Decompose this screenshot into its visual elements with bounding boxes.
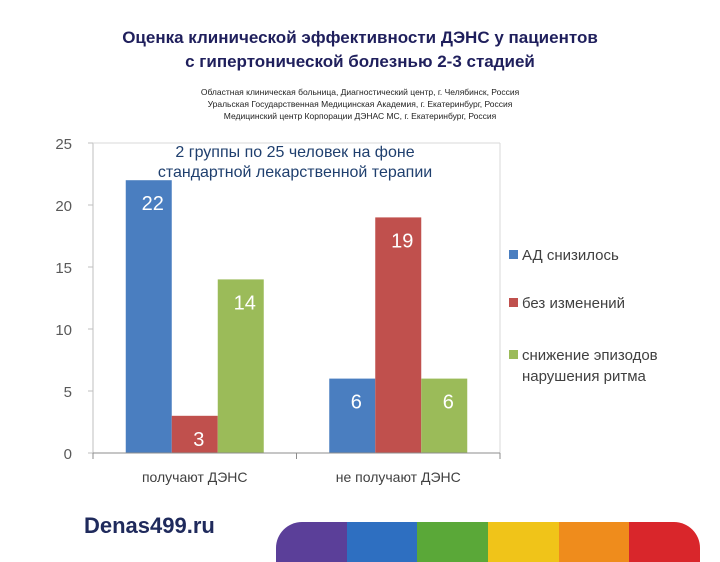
chart-title-line: стандартной лекарственной терапии: [158, 164, 432, 181]
bar: [329, 378, 376, 453]
bar: [421, 378, 468, 453]
x-tick-label: не получают ДЭНС: [336, 469, 461, 485]
stripe-segment: [346, 522, 418, 562]
data-label: 6: [351, 392, 362, 414]
legend-swatch: [509, 250, 518, 259]
data-label: 6: [443, 392, 454, 414]
bar: [217, 279, 264, 453]
affiliation-3: Медицинский центр Корпорации ДЭНАС МС, г…: [223, 111, 497, 121]
stripe-segment: [417, 522, 489, 562]
data-label: 19: [391, 230, 413, 252]
page-title: Оценка клинической эффективности ДЭНС у …: [40, 26, 680, 74]
bar-chart: 0 5 10 15 20 25 22 3 14 получают ДЭНС 6 19 6 не получ…: [55, 136, 658, 485]
stripe-segment: [276, 522, 347, 562]
y-tick-label: 5: [64, 384, 72, 401]
stripe-segment: [558, 522, 630, 562]
legend-label: нарушения ритма: [522, 368, 647, 385]
y-tick-label: 10: [55, 322, 72, 339]
legend-label: АД снизилось: [522, 247, 619, 264]
site-label: Denas499.ru: [84, 513, 215, 538]
stripe-segment: [629, 522, 700, 562]
legend-label: снижение эпизодов: [522, 347, 658, 364]
legend-swatch: [509, 350, 518, 359]
affiliations: Областная клиническая больница, Диагност…: [60, 86, 660, 122]
stripe-segment: [488, 522, 559, 562]
affiliation-2: Уральская Государственная Медицинская Ак…: [207, 99, 513, 109]
legend-swatch: [509, 298, 518, 307]
data-label: 22: [142, 193, 164, 215]
y-tick-label: 25: [55, 136, 72, 153]
bar: [125, 180, 172, 453]
y-tick-label: 0: [64, 446, 72, 463]
y-tick-label: 20: [55, 198, 72, 215]
y-tick-label: 15: [55, 260, 72, 277]
decorative-stripe: [276, 522, 700, 562]
x-tick-label: получают ДЭНС: [142, 469, 248, 485]
data-label: 3: [193, 429, 204, 451]
bar: [375, 217, 422, 453]
title-line-2: с гипертонической болезнью 2-3 стадией: [185, 52, 535, 71]
affiliation-1: Областная клиническая больница, Диагност…: [200, 87, 520, 97]
bar: [171, 415, 218, 453]
title-line-1: Оценка клинической эффективности ДЭНС у …: [122, 28, 598, 47]
data-label: 14: [234, 292, 256, 314]
legend-label: без изменений: [522, 295, 625, 312]
chart-title-line: 2 группы по 25 человек на фоне: [175, 144, 414, 161]
